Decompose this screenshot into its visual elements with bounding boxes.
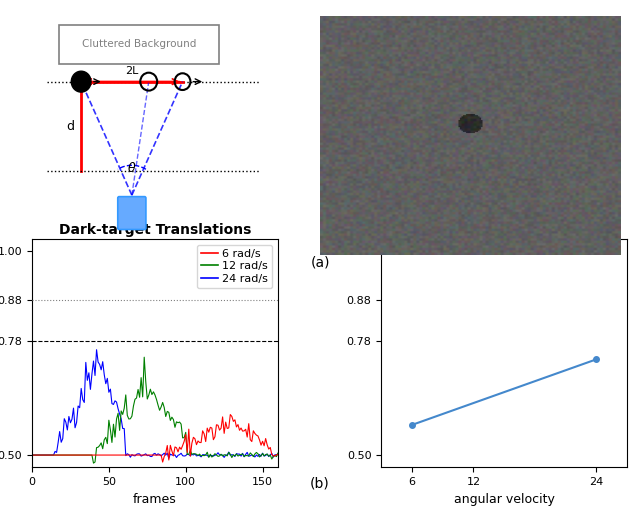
Text: θ: θ [128,162,136,175]
Text: Cluttered Background: Cluttered Background [82,39,196,49]
Title: Dark-target Translations: Dark-target Translations [59,222,251,236]
Title: Peak SMPs: Peak SMPs [461,222,547,236]
Text: (b): (b) [310,476,330,490]
X-axis label: angular velocity: angular velocity [454,493,555,506]
Circle shape [71,71,91,92]
Text: d: d [66,120,74,133]
X-axis label: frames: frames [133,493,177,506]
Text: 2L: 2L [125,66,138,76]
Legend: 6 rad/s, 12 rad/s, 24 rad/s: 6 rad/s, 12 rad/s, 24 rad/s [196,245,273,288]
FancyBboxPatch shape [118,196,146,229]
FancyBboxPatch shape [59,25,219,64]
Text: (a): (a) [310,256,330,270]
